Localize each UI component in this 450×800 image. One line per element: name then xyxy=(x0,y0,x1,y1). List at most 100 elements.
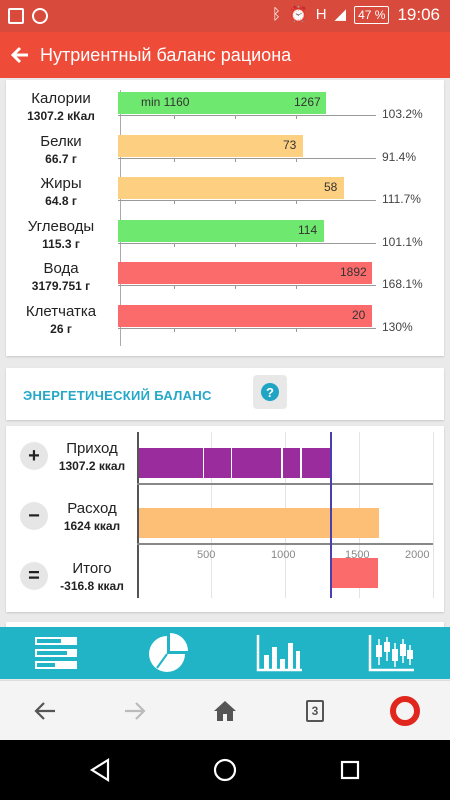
back-arrow-icon[interactable] xyxy=(2,32,38,78)
triangle-back-icon xyxy=(89,758,110,782)
nutrient-tick xyxy=(296,285,297,289)
chart-tab-bar xyxy=(0,627,450,679)
nutrient-percent: 103.2% xyxy=(382,107,423,121)
browser-back-button[interactable] xyxy=(0,681,90,741)
bar-chart-icon xyxy=(256,635,302,672)
battery-indicator: 47 % xyxy=(354,6,390,24)
energy-row-value: -316.8 ккал xyxy=(60,579,124,593)
energy-sign-icon: + xyxy=(20,442,48,470)
nutrient-value: 26 г xyxy=(50,321,72,336)
app-bar: Нутриентный баланс рациона xyxy=(0,32,450,78)
browser-forward-button[interactable] xyxy=(90,681,180,741)
tab-list-view[interactable] xyxy=(0,627,112,679)
nutrient-percent: 168.1% xyxy=(382,277,423,291)
energy-bar-segment-divider xyxy=(300,448,302,478)
nutrient-percent: 101.1% xyxy=(382,234,423,249)
energy-bar-segment-divider xyxy=(230,448,233,478)
energy-intake-marker-line xyxy=(330,432,332,598)
arrow-left-icon xyxy=(34,702,55,720)
tab-candlestick-chart[interactable] xyxy=(336,627,448,679)
energy-balance-header: ЭНЕРГЕТИЧЕСКИЙ БАЛАНС ? xyxy=(6,368,444,420)
energy-row: = Итого -316.8 ккал xyxy=(6,550,444,602)
nutrient-value: 115.3 г xyxy=(42,236,80,251)
arrow-right-icon xyxy=(125,702,146,720)
nutrient-bar-track: 114 xyxy=(118,219,372,242)
nutrient-value: 66.7 г xyxy=(45,151,77,166)
browser-home-button[interactable] xyxy=(180,681,270,741)
energy-bar-segment-divider xyxy=(202,448,205,478)
clock: 19:06 xyxy=(397,5,440,24)
nutrient-baseline xyxy=(118,242,376,244)
opera-logo-icon xyxy=(390,696,420,726)
nutrient-value: 64.8 г xyxy=(45,194,77,208)
energy-row-separator xyxy=(137,543,433,545)
browser-tabs-button[interactable]: 3 xyxy=(270,681,360,741)
nutrient-bar-label: 1892 xyxy=(340,265,367,279)
list-view-icon xyxy=(35,637,77,669)
nutrient-bar xyxy=(118,134,303,157)
network-type: H xyxy=(315,6,327,23)
nutrient-tick xyxy=(296,327,297,332)
nutrient-bar xyxy=(118,92,326,114)
energy-tick-label: 500 xyxy=(197,549,216,561)
nutrient-bar-track: 1892 xyxy=(118,262,372,284)
tabs-count-icon: 3 xyxy=(306,700,324,722)
nutrient-tick xyxy=(296,157,297,162)
nutrient-tick xyxy=(174,242,175,247)
nutrient-row: Клетчатка 26 г 20 130% xyxy=(6,295,444,337)
pie-chart-icon xyxy=(149,633,188,672)
nutrient-bar-track: 73 xyxy=(118,134,372,157)
nutrient-row: Жиры 64.8 г 58 111.7% xyxy=(6,167,444,209)
nutrient-bar-label: 58 xyxy=(324,180,338,194)
energy-sign-icon: = xyxy=(20,562,48,590)
nutrient-tick xyxy=(174,115,175,119)
nutrient-row: Белки 66.7 г 73 91.4% xyxy=(6,125,444,167)
nutrient-tick xyxy=(296,200,297,204)
help-icon: ? xyxy=(261,383,279,401)
help-button[interactable]: ? xyxy=(253,375,287,409)
nutrient-tick xyxy=(174,200,175,204)
energy-row-value: 1624 ккал xyxy=(63,519,121,533)
nutrient-tick xyxy=(296,242,297,247)
nutrient-baseline xyxy=(118,115,376,116)
nutrient-tick xyxy=(235,242,236,247)
nutrient-name: Жиры xyxy=(40,175,82,192)
energy-row-label: Приход xyxy=(66,440,118,457)
tab-bar-chart[interactable] xyxy=(224,627,336,679)
signal-icon: ◢ xyxy=(334,6,347,23)
nutrient-balance-card: Калории 1307.2 кКал min 1160 1267 103.2% Белк… xyxy=(6,80,444,356)
nutrient-name: Углеводы xyxy=(27,217,95,235)
candlestick-chart-icon xyxy=(368,635,414,672)
nutrient-bar-track: 58 xyxy=(118,177,372,199)
nutrient-bar xyxy=(118,177,344,199)
home-icon xyxy=(214,701,236,721)
energy-sign-icon: − xyxy=(20,502,48,530)
energy-row: − Расход 1624 ккал xyxy=(6,490,444,542)
nutrient-tick xyxy=(235,285,236,289)
nutrient-percent: 111.7% xyxy=(382,192,421,206)
energy-row-value: 1307.2 ккал xyxy=(58,459,126,473)
system-navigation-bar xyxy=(0,740,450,800)
system-recents-button[interactable] xyxy=(300,740,400,800)
nutrient-tick xyxy=(235,200,236,204)
energy-tick-label: 1000 xyxy=(271,549,296,561)
nutrient-value: 1307.2 кКал xyxy=(27,109,95,123)
bluetooth-icon: ᛒ xyxy=(272,6,282,23)
status-bar: ᛒ ⏰ H ◢ 47 % 19:06 xyxy=(0,0,450,32)
nutrient-bar xyxy=(118,219,324,242)
browser-toolbar: 3 xyxy=(0,680,450,740)
system-back-button[interactable] xyxy=(50,740,150,800)
energy-row: + Приход 1307.2 ккал xyxy=(6,430,444,482)
energy-bar-segment-divider xyxy=(281,448,283,478)
nutrient-bar-track: 20 xyxy=(118,304,372,327)
energy-bar xyxy=(139,508,380,538)
nutrient-bar xyxy=(118,304,372,327)
energy-balance-chart: 500 1000 1500 2000 + Приход 1307.2 ккал − Расход… xyxy=(6,426,444,612)
tab-pie-chart[interactable] xyxy=(112,627,224,679)
nutrient-tick xyxy=(174,285,175,289)
nutrient-axis-line xyxy=(120,90,121,346)
nutrient-bar-label: 20 xyxy=(352,307,366,322)
opera-menu-button[interactable] xyxy=(360,681,450,741)
system-home-button[interactable] xyxy=(175,740,275,800)
nutrient-bar-track: min 1160 1267 xyxy=(118,92,372,114)
